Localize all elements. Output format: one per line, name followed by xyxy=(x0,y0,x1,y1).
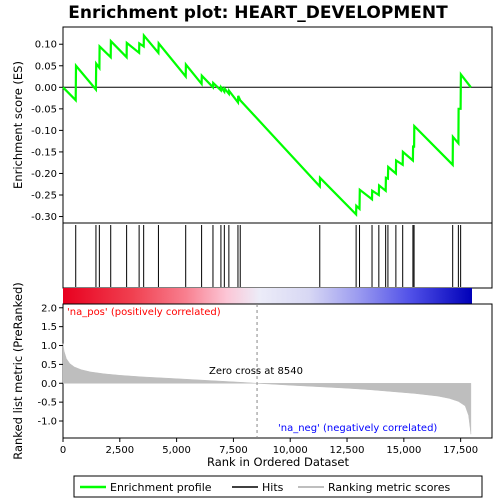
legend-box xyxy=(73,475,483,498)
legend-ranking-label: Ranking metric scores xyxy=(328,481,450,494)
legend-hits-label: Hits xyxy=(262,481,284,494)
x-tick-label: 5,000 xyxy=(162,445,191,456)
zero-cross-label: Zero cross at 8540 xyxy=(209,366,303,377)
es-y-tick-label: -0.10 xyxy=(31,126,57,137)
ranking-panel: 2.0 1.5 1.0 0.5 0.0 -0.5 -1.0 Zero cross at 85… xyxy=(11,282,493,460)
x-axis-label: Rank in Ordered Dataset xyxy=(207,455,350,469)
x-tick-label: 0 xyxy=(60,445,66,456)
es-y-tick-label: -0.25 xyxy=(31,191,57,202)
ranking-y-tick-label: 2.0 xyxy=(41,303,57,314)
x-tick-label: 15,000 xyxy=(386,445,421,456)
es-y-tick-label: -0.30 xyxy=(31,212,57,223)
x-tick-label: 10,000 xyxy=(273,445,308,456)
x-tick-label: 12,500 xyxy=(330,445,365,456)
x-axis: 0 2,500 5,000 7,500 10,000 12,500 15,000 17,500 xyxy=(60,438,478,456)
legend-enrichment-label: Enrichment profile xyxy=(110,481,212,494)
es-y-tick-label: -0.20 xyxy=(31,169,57,180)
es-y-tick-label: 0.10 xyxy=(35,40,57,51)
es-y-tick-label: -0.15 xyxy=(31,147,57,158)
es-y-axis-label: Enrichment score (ES) xyxy=(11,61,25,189)
hits-panel xyxy=(62,222,493,289)
ranking-y-axis-label: Ranked list metric (PreRanked) xyxy=(11,282,25,460)
es-y-tick-label: -0.05 xyxy=(31,104,57,115)
ranking-y-tick-label: -0.5 xyxy=(37,398,57,409)
ranking-y-tick-label: 0.0 xyxy=(41,379,57,390)
ranking-y-tick-label: -1.0 xyxy=(37,417,57,428)
es-panel: 0.10 0.05 0.00 -0.05 -0.10 -0.15 -0.20 -0.25 -0.… xyxy=(11,26,493,224)
x-tick-label: 7,500 xyxy=(219,445,248,456)
enrichment-profile-line xyxy=(62,32,472,218)
ranking-gradient-band xyxy=(63,288,472,304)
ranking-panel-frame xyxy=(62,303,493,439)
x-tick-label: 17,500 xyxy=(443,445,478,456)
legend: Enrichment profile Hits Ranking metric s… xyxy=(73,475,483,498)
positive-correlation-label: 'na_pos' (positively correlated) xyxy=(67,307,221,318)
es-panel-frame xyxy=(62,26,493,224)
ranking-y-tick-label: 0.5 xyxy=(41,360,57,371)
x-tick-label: 2,500 xyxy=(105,445,134,456)
es-y-tick-label: 0.00 xyxy=(35,83,57,94)
chart-title: Enrichment plot: HEART_DEVELOPMENT xyxy=(68,3,448,23)
es-y-tick-label: 0.05 xyxy=(35,61,57,72)
ranking-y-tick-label: 1.0 xyxy=(41,341,57,352)
negative-correlation-label: 'na_neg' (negatively correlated) xyxy=(278,423,437,434)
hits-panel-frame xyxy=(62,222,493,289)
ranking-y-tick-label: 1.5 xyxy=(41,322,57,333)
